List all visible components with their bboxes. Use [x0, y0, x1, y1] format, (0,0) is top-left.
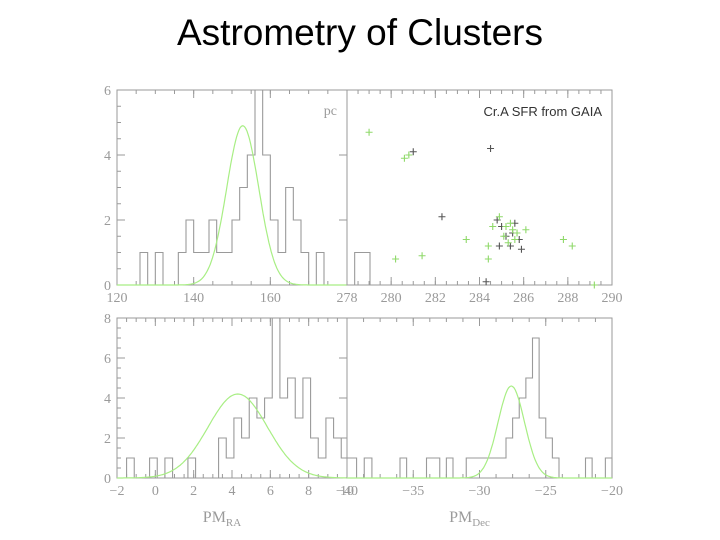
- top-right-point-black: [482, 278, 490, 286]
- bottom-left-ytick-label: 0: [104, 472, 111, 487]
- bottom-left-gaussian-fit: [117, 393, 347, 479]
- top-left-xtick-label: 160: [260, 291, 281, 306]
- bottom-left-ytick-label: 4: [104, 392, 111, 407]
- top-left-ytick-label: 4: [104, 149, 111, 164]
- bottom-right-gaussian-fit: [347, 385, 612, 479]
- top-right-point-green: [495, 213, 503, 221]
- bottom-right-xtick-label: −35: [402, 484, 424, 499]
- bottom-left-xlabel: PMRA: [203, 509, 241, 529]
- bottom-right-xlabel-main: PM: [449, 509, 472, 526]
- top-left-gaussian-fit: [117, 125, 347, 286]
- annotation-pc: pc: [324, 104, 337, 119]
- bottom-right-xlabel: PMDec: [449, 509, 490, 529]
- top-left-ytick-label: 2: [104, 214, 111, 229]
- top-right-point-green: [365, 128, 373, 136]
- top-left-xtick-label: 140: [183, 291, 204, 306]
- top-right-point-green: [484, 255, 492, 263]
- bottom-right-histogram: [399, 337, 613, 479]
- top-right-point-green: [509, 226, 517, 234]
- slide-title: Astrometry of Clusters: [177, 12, 543, 53]
- top-right-xtick-label: 288: [557, 291, 578, 306]
- top-right-point-green: [502, 223, 510, 230]
- top-right-point-black: [438, 213, 446, 221]
- top-right-xtick-label: 284: [469, 291, 490, 306]
- bottom-left-xtick-label: 0: [152, 484, 159, 499]
- top-right-point-black: [409, 148, 417, 156]
- top-left-histogram: [139, 89, 371, 286]
- top-right-point-green: [500, 232, 508, 240]
- top-right-point-green: [504, 239, 512, 247]
- top-right-point-green: [462, 236, 470, 243]
- bottom-left-xtick-label: 8: [305, 484, 312, 499]
- top-right-point-green: [418, 252, 426, 260]
- bottom-right-xtick-label: −40: [336, 484, 358, 499]
- bottom-left-xtick-label: 2: [190, 484, 197, 499]
- top-right-xtick-label: 282: [425, 291, 446, 306]
- annotation-cra-sfr: Cr.A SFR from GAIA: [484, 104, 603, 119]
- bottom-left-xtick-label: 10: [340, 484, 354, 499]
- top-right-point-green: [590, 281, 598, 289]
- bottom-left-xlabel-main: PM: [203, 509, 226, 526]
- top-right-point-green: [568, 242, 576, 250]
- top-right-point-green: [506, 219, 514, 227]
- bottom-left-xtick-label: 4: [229, 484, 236, 499]
- top-right-point-green: [392, 255, 400, 263]
- bottom-left-ytick-label: 6: [104, 352, 111, 367]
- top-right-point-black: [487, 145, 495, 152]
- bottom-left-xtick-label: 6: [267, 484, 274, 499]
- top-left-frame: [116, 89, 348, 286]
- bottom-right-xtick-label: −25: [535, 484, 557, 499]
- top-right-xtick-label: 278: [337, 291, 358, 306]
- bottom-right-xtick-label: −30: [469, 484, 491, 499]
- top-right-point-black: [517, 245, 525, 253]
- top-left-ytick-label: 6: [104, 84, 111, 99]
- bottom-left-ytick-label: 8: [104, 312, 111, 327]
- bottom-right-frame: [346, 317, 613, 479]
- top-right-point-green: [559, 236, 567, 243]
- top-right-xtick-label: 280: [381, 291, 402, 306]
- top-right-point-green: [489, 223, 497, 230]
- bottom-right-xlabel-sub: Dec: [472, 517, 490, 529]
- top-right-point-green: [511, 236, 519, 243]
- bottom-left-xtick-label: −2: [110, 484, 125, 499]
- top-right-point-green: [484, 242, 492, 250]
- bottom-left-frame: [116, 317, 348, 479]
- top-right-point-green: [522, 226, 530, 234]
- top-right-xtick-label: 286: [513, 291, 534, 306]
- bottom-right-xtick-label: −20: [601, 484, 623, 499]
- top-right-point-green: [513, 229, 521, 237]
- top-right-frame: [346, 89, 613, 286]
- top-right-point-green: [405, 151, 413, 159]
- top-right-xtick-label: 290: [602, 291, 623, 306]
- bottom-left-histogram: [126, 317, 373, 479]
- bottom-left-xlabel-sub: RA: [226, 517, 241, 529]
- top-right-point-green: [400, 154, 408, 162]
- top-right-point-black: [495, 242, 503, 250]
- bottom-left-ytick-label: 2: [104, 432, 111, 447]
- top-left-ytick-label: 0: [104, 279, 111, 294]
- top-left-xtick-label: 120: [107, 291, 128, 306]
